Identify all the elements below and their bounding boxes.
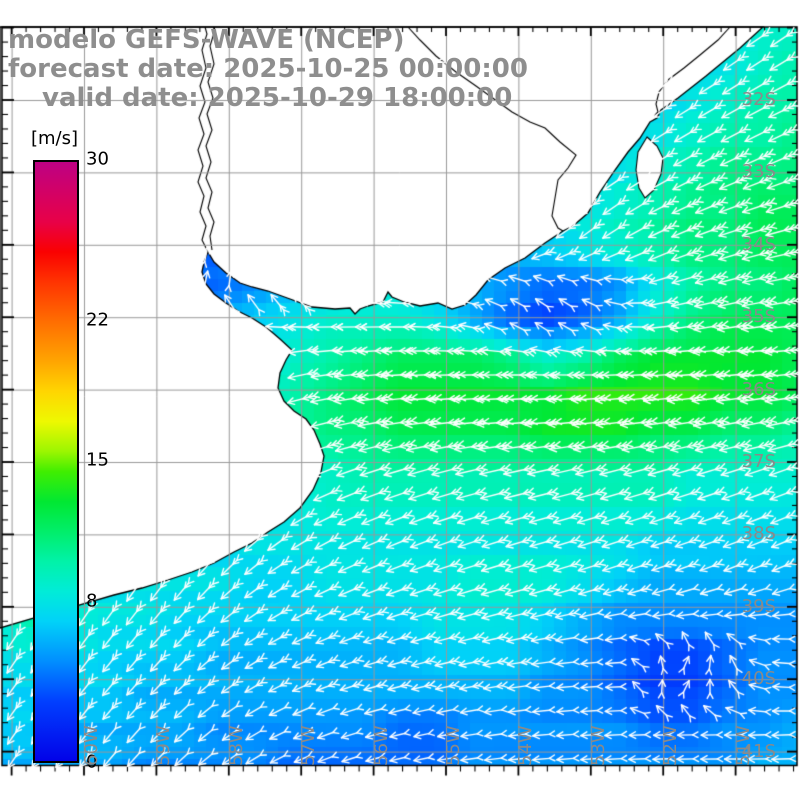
lat-label-33S: 33S (741, 161, 776, 183)
valid-date: valid date: 2025-10-29 18:00:00 (42, 83, 513, 113)
lat-label-35S: 35S (741, 306, 776, 328)
lon-label-51W: 51W (732, 725, 754, 766)
forecast-date: forecast date: 2025-10-25 00:00:00 (8, 54, 528, 84)
lat-label-40S: 40S (741, 668, 776, 690)
lon-label-58W: 58W (225, 725, 247, 766)
lat-label-36S: 36S (741, 378, 776, 400)
lat-label-41S: 41S (741, 740, 776, 762)
lon-label-60W: 60W (81, 725, 102, 766)
lon-label-57W: 57W (298, 725, 320, 766)
lat-label-32S: 32S (741, 89, 776, 111)
lon-label-56W: 56W (370, 725, 392, 766)
model-title: modelo GEFS-WAVE (NCEP) (8, 25, 405, 55)
colorbar-tick-22: 22 (86, 309, 109, 331)
colorbar-tick-0: 0 (86, 751, 98, 773)
colorbar (33, 160, 79, 763)
lon-label-59W: 59W (153, 725, 175, 766)
colorbar-unit-label: [m/s] (31, 128, 79, 149)
colorbar-tick-15: 15 (86, 449, 109, 471)
lat-label-34S: 34S (741, 233, 776, 255)
lat-label-38S: 38S (741, 523, 776, 545)
lat-label-37S: 37S (741, 451, 776, 473)
lon-label-54W: 54W (515, 725, 537, 766)
lon-label-55W: 55W (443, 725, 464, 766)
colorbar-tick-30: 30 (86, 148, 109, 170)
lon-label-53W: 53W (587, 725, 609, 766)
lon-label-52W: 52W (660, 725, 682, 766)
colorbar-tick-8: 8 (86, 590, 98, 612)
lat-label-39S: 39S (741, 595, 776, 617)
